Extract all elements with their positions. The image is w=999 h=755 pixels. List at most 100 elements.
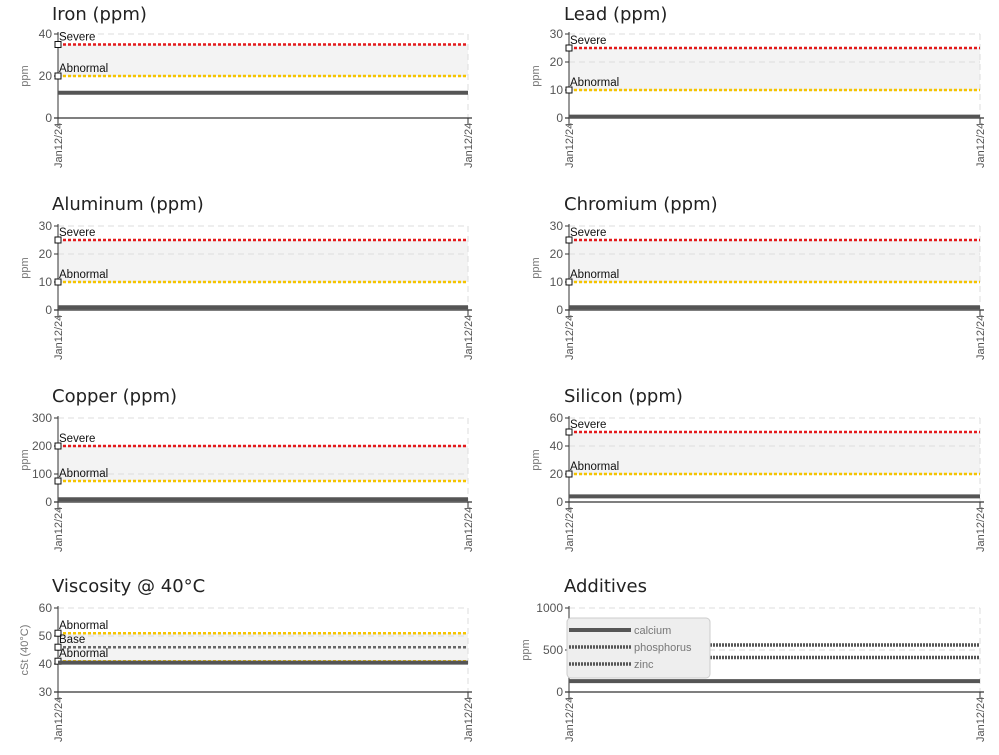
plot-3: 0 10 20 30 ppm Jan12/24 Jan12/24 Severe Abnormal xyxy=(530,219,987,360)
y-tick-label: 30 xyxy=(39,685,53,699)
y-tick-label: 0 xyxy=(45,495,52,509)
y-tick-label: 200 xyxy=(32,439,52,453)
x-tick-label: Jan12/24 xyxy=(564,123,576,168)
plot-6: 30 40 50 60 cSt (40°C) Jan12/24 Jan12/24 Abnorm… xyxy=(19,601,475,742)
y-tick-label: 0 xyxy=(45,111,52,125)
caution-band xyxy=(58,446,468,481)
y-axis-title: ppm xyxy=(530,449,542,470)
caution-band xyxy=(569,240,980,282)
chart-title: Lead (ppm) xyxy=(564,4,668,25)
y-tick-label: 0 xyxy=(45,303,52,317)
threshold-label: Severe xyxy=(59,32,95,44)
threshold-marker xyxy=(565,236,573,244)
x-tick-label: Jan12/24 xyxy=(53,507,65,552)
chart-title: Additives xyxy=(564,576,648,597)
x-tick-label: Jan12/24 xyxy=(564,315,576,360)
y-tick-label: 500 xyxy=(543,643,563,657)
y-tick-label: 40 xyxy=(39,657,53,671)
legend-label: calcium xyxy=(634,625,671,637)
chart-title: Copper (ppm) xyxy=(52,386,178,407)
threshold-label: Severe xyxy=(570,35,606,47)
caution-band xyxy=(58,240,468,282)
threshold-label: Abnormal xyxy=(59,63,108,75)
y-tick-label: 0 xyxy=(556,685,563,699)
y-tick-label: 10 xyxy=(550,83,564,97)
y-tick-label: 60 xyxy=(550,411,564,425)
chart-title: Chromium (ppm) xyxy=(564,194,718,215)
y-axis-title: ppm xyxy=(19,449,31,470)
threshold-label: Abnormal xyxy=(570,461,619,473)
y-tick-label: 20 xyxy=(550,467,564,481)
y-axis-title: ppm xyxy=(530,257,542,278)
threshold-marker xyxy=(54,643,62,651)
threshold-marker xyxy=(565,278,573,286)
y-tick-label: 20 xyxy=(39,69,53,83)
caution-band xyxy=(58,44,468,76)
x-tick-label: Jan12/24 xyxy=(975,507,987,552)
x-tick-label: Jan12/24 xyxy=(53,697,65,742)
threshold-label: Base xyxy=(59,634,85,646)
plot-1: 0 10 20 30 ppm Jan12/24 Jan12/24 Severe Abnormal xyxy=(530,27,987,168)
threshold-label: Severe xyxy=(59,433,95,445)
y-tick-label: 20 xyxy=(39,247,53,261)
threshold-marker xyxy=(54,72,62,80)
y-axis-title: ppm xyxy=(520,639,532,660)
plot-4: 0 100 200 300 ppm Jan12/24 Jan12/24 Severe Abnor… xyxy=(19,411,475,552)
y-axis-title: ppm xyxy=(19,257,31,278)
y-tick-label: 20 xyxy=(550,55,564,69)
threshold-marker xyxy=(54,629,62,637)
threshold-marker xyxy=(54,278,62,286)
threshold-marker xyxy=(54,442,62,450)
y-tick-label: 30 xyxy=(39,219,53,233)
y-tick-label: 20 xyxy=(550,247,564,261)
y-tick-label: 60 xyxy=(39,601,53,615)
y-tick-label: 10 xyxy=(550,275,564,289)
y-tick-label: 0 xyxy=(556,495,563,509)
y-tick-label: 10 xyxy=(39,275,53,289)
threshold-label: Severe xyxy=(570,227,606,239)
x-tick-label: Jan12/24 xyxy=(975,697,987,742)
threshold-marker xyxy=(565,428,573,436)
y-tick-label: 30 xyxy=(550,219,564,233)
x-tick-label: Jan12/24 xyxy=(463,697,475,742)
threshold-marker xyxy=(54,41,62,48)
threshold-label: Severe xyxy=(570,419,606,431)
threshold-marker xyxy=(54,477,62,485)
plot-7: 0 500 1000 ppm Jan12/24 Jan12/24 calcium phosph… xyxy=(520,601,987,742)
threshold-label: Abnormal xyxy=(59,269,108,281)
threshold-marker xyxy=(54,236,62,244)
x-tick-label: Jan12/24 xyxy=(53,315,65,360)
threshold-label: Abnormal xyxy=(59,620,108,632)
chart-title: Aluminum (ppm) xyxy=(52,194,204,215)
threshold-label: Severe xyxy=(59,227,95,239)
y-tick-label: 300 xyxy=(32,411,52,425)
legend-label: zinc xyxy=(634,659,654,671)
x-tick-label: Jan12/24 xyxy=(975,123,987,168)
chart-title: Viscosity @ 40°C xyxy=(52,576,206,597)
x-tick-label: Jan12/24 xyxy=(463,123,475,168)
x-tick-label: Jan12/24 xyxy=(463,315,475,360)
legend-label: phosphorus xyxy=(634,642,692,654)
plot-0: 0 20 40 ppm Jan12/24 Jan12/24 Severe Abnormal xyxy=(19,27,475,168)
y-tick-label: 0 xyxy=(556,303,563,317)
y-axis-title: ppm xyxy=(530,65,542,86)
y-tick-label: 30 xyxy=(550,27,564,41)
x-tick-label: Jan12/24 xyxy=(53,123,65,168)
y-axis-title: ppm xyxy=(19,65,31,86)
x-tick-label: Jan12/24 xyxy=(463,507,475,552)
threshold-marker xyxy=(565,44,573,52)
y-tick-label: 1000 xyxy=(536,601,563,615)
y-tick-label: 40 xyxy=(550,439,564,453)
y-tick-label: 100 xyxy=(32,467,52,481)
y-axis-title: cSt (40°C) xyxy=(19,625,31,676)
plot-2: 0 10 20 30 ppm Jan12/24 Jan12/24 Severe Abnormal xyxy=(19,219,475,360)
threshold-label: Abnormal xyxy=(59,468,108,480)
x-tick-label: Jan12/24 xyxy=(564,697,576,742)
y-tick-label: 50 xyxy=(39,629,53,643)
y-tick-label: 0 xyxy=(556,111,563,125)
threshold-label: Abnormal xyxy=(570,269,619,281)
chart-title: Silicon (ppm) xyxy=(564,386,683,407)
threshold-marker xyxy=(565,470,573,478)
plot-5: 0 20 40 60 ppm Jan12/24 Jan12/24 Severe Abnormal xyxy=(530,411,987,552)
